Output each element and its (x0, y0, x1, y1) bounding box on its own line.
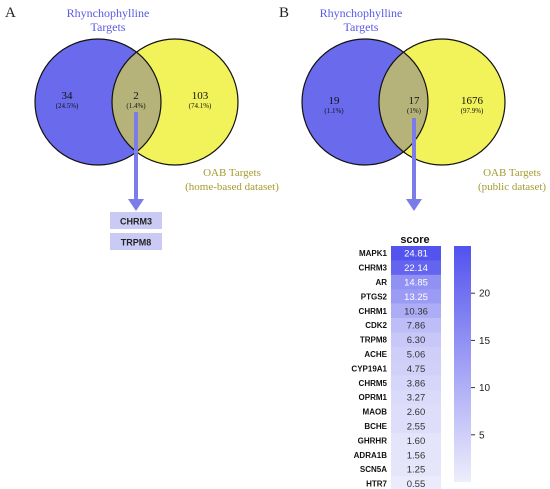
venn-a-left-count: 34 (62, 90, 74, 102)
gene-box-trpm8: TRPM8 (110, 233, 162, 250)
heatmap-cell (391, 390, 441, 405)
heatmap-row-label: AR (375, 278, 387, 287)
heatmap-cell (391, 476, 441, 489)
panel-b-right-title-2: (public dataset) (478, 181, 546, 193)
heatmap-value-label: 3.86 (407, 378, 426, 389)
heatmap-row-label: MAPK1 (359, 249, 388, 258)
heatmap-value-label: 0.55 (407, 479, 426, 489)
heatmap-cell (391, 274, 441, 290)
heatmap-value-label: 3.27 (407, 393, 426, 404)
heatmap-cell (391, 346, 441, 362)
colorbar-tick-label: 15 (479, 336, 491, 347)
heatmap-cell (391, 375, 441, 391)
heatmap-cell (391, 303, 441, 319)
panel-a-arrow (128, 112, 144, 211)
heatmap-value-label: 13.25 (404, 292, 428, 303)
heatmap-value-label: 14.85 (404, 278, 428, 289)
heatmap-cell (391, 246, 441, 261)
panel-b-arrow (406, 118, 422, 211)
panel-a-left-title-1: Rhynchophylline (67, 6, 150, 20)
heatmap-row-label: CHRM3 (359, 264, 388, 273)
heatmap-row-label: ACHE (364, 350, 387, 359)
venn-a-overlap-pct: (1.4%) (126, 102, 146, 110)
venn-b-left-pct: (1.1%) (324, 107, 344, 115)
venn-b-right-pct: (97.9%) (461, 107, 484, 115)
heatmap-value-label: 10.36 (404, 306, 428, 317)
venn-b-rhy-outline (301, 38, 429, 166)
heatmap-row-label: TRPM8 (360, 336, 388, 345)
heatmap-value-label: 2.60 (407, 407, 426, 418)
heatmap-cell (391, 462, 441, 477)
heatmap-cell (391, 260, 441, 276)
heatmap-row-label: CHRM1 (359, 307, 388, 316)
heatmap-row-label: SCN5A (360, 465, 387, 474)
colorbar (454, 246, 471, 482)
heatmap-row-label: BCHE (364, 422, 387, 431)
venn-a-overlap-count: 2 (133, 90, 139, 102)
venn-a-right-count: 103 (192, 90, 209, 102)
heatmap-row-label: CYP19A1 (351, 364, 387, 373)
heatmap-cell (391, 318, 441, 333)
colorbar-tick-label: 20 (479, 289, 491, 300)
colorbar-ticks: 20 15 10 5 (471, 289, 491, 441)
heatmap-cell (391, 332, 441, 348)
heatmap-row-label: ADRA1B (354, 451, 388, 460)
heatmap-value-label: 1.56 (407, 450, 426, 461)
heatmap-title: score (400, 234, 429, 246)
venn-a-rhy-outline (34, 38, 162, 166)
heatmap-row-label: CHRM5 (359, 379, 388, 388)
heatmap-value-label: 1.25 (407, 465, 426, 476)
panel-b-letter: B (279, 5, 289, 21)
heatmap-cell (391, 418, 441, 434)
venn-b-overlap-pct: (1%) (407, 107, 422, 115)
venn-a-right-pct: (74.1%) (189, 102, 212, 110)
heatmap-cell (391, 447, 441, 463)
venn-a-overlap (112, 39, 161, 165)
venn-b-left-count: 19 (329, 95, 341, 107)
venn-b-overlap (379, 39, 428, 165)
heatmap-value-label: 7.86 (407, 321, 426, 332)
heatmap-cell (391, 433, 441, 448)
panel-a-right-title-2: (home-based dataset) (185, 181, 279, 193)
colorbar-tick-label: 5 (479, 430, 485, 441)
venn-b-oab-outline (378, 38, 506, 166)
panel-a-letter: A (5, 5, 16, 21)
panel-b-left-title-1: Rhynchophylline (320, 6, 403, 20)
heatmap-cell (391, 361, 441, 376)
heatmap-value-label: 24.81 (404, 249, 428, 260)
gene-box-chrm3: CHRM3 (110, 212, 162, 229)
panel-b-left-title-2: Targets (344, 20, 379, 34)
heatmap-value-label: 22.14 (404, 263, 428, 274)
heatmap-row-label: OPRM1 (359, 393, 388, 402)
gene-label: CHRM3 (120, 217, 152, 227)
heatmap-cell (391, 404, 441, 420)
venn-b-overlap-count: 17 (409, 95, 421, 107)
gene-label: TRPM8 (121, 238, 152, 248)
heatmap-row-label: GHRHR (358, 436, 388, 445)
venn-b-right-count: 1676 (461, 95, 484, 107)
heatmap-row-label: PTGS2 (361, 292, 388, 301)
heatmap-row-label: HTR7 (366, 480, 387, 489)
panel-b-right-title-1: OAB Targets (483, 167, 541, 179)
heatmap-row-label: CDK2 (365, 321, 387, 330)
heatmap-value-label: 4.75 (407, 364, 426, 375)
heatmap-cell (391, 289, 441, 304)
score-heatmap: MAPK1 24.81 CHRM3 22.14 AR 14.85 PTGS2 13.25 CHR… (351, 246, 441, 489)
panel-a-left-title-2: Targets (91, 20, 126, 34)
heatmap-value-label: 1.60 (407, 436, 426, 447)
venn-a-left-pct: (24.5%) (56, 102, 79, 110)
heatmap-value-label: 2.55 (407, 422, 426, 433)
heatmap-row-label: MAOB (363, 408, 388, 417)
venn-a-oab-outline (111, 38, 239, 166)
heatmap-value-label: 6.30 (407, 335, 426, 346)
colorbar-tick-label: 10 (479, 383, 491, 394)
panel-a-right-title-1: OAB Targets (203, 167, 261, 179)
heatmap-value-label: 5.06 (407, 350, 426, 361)
